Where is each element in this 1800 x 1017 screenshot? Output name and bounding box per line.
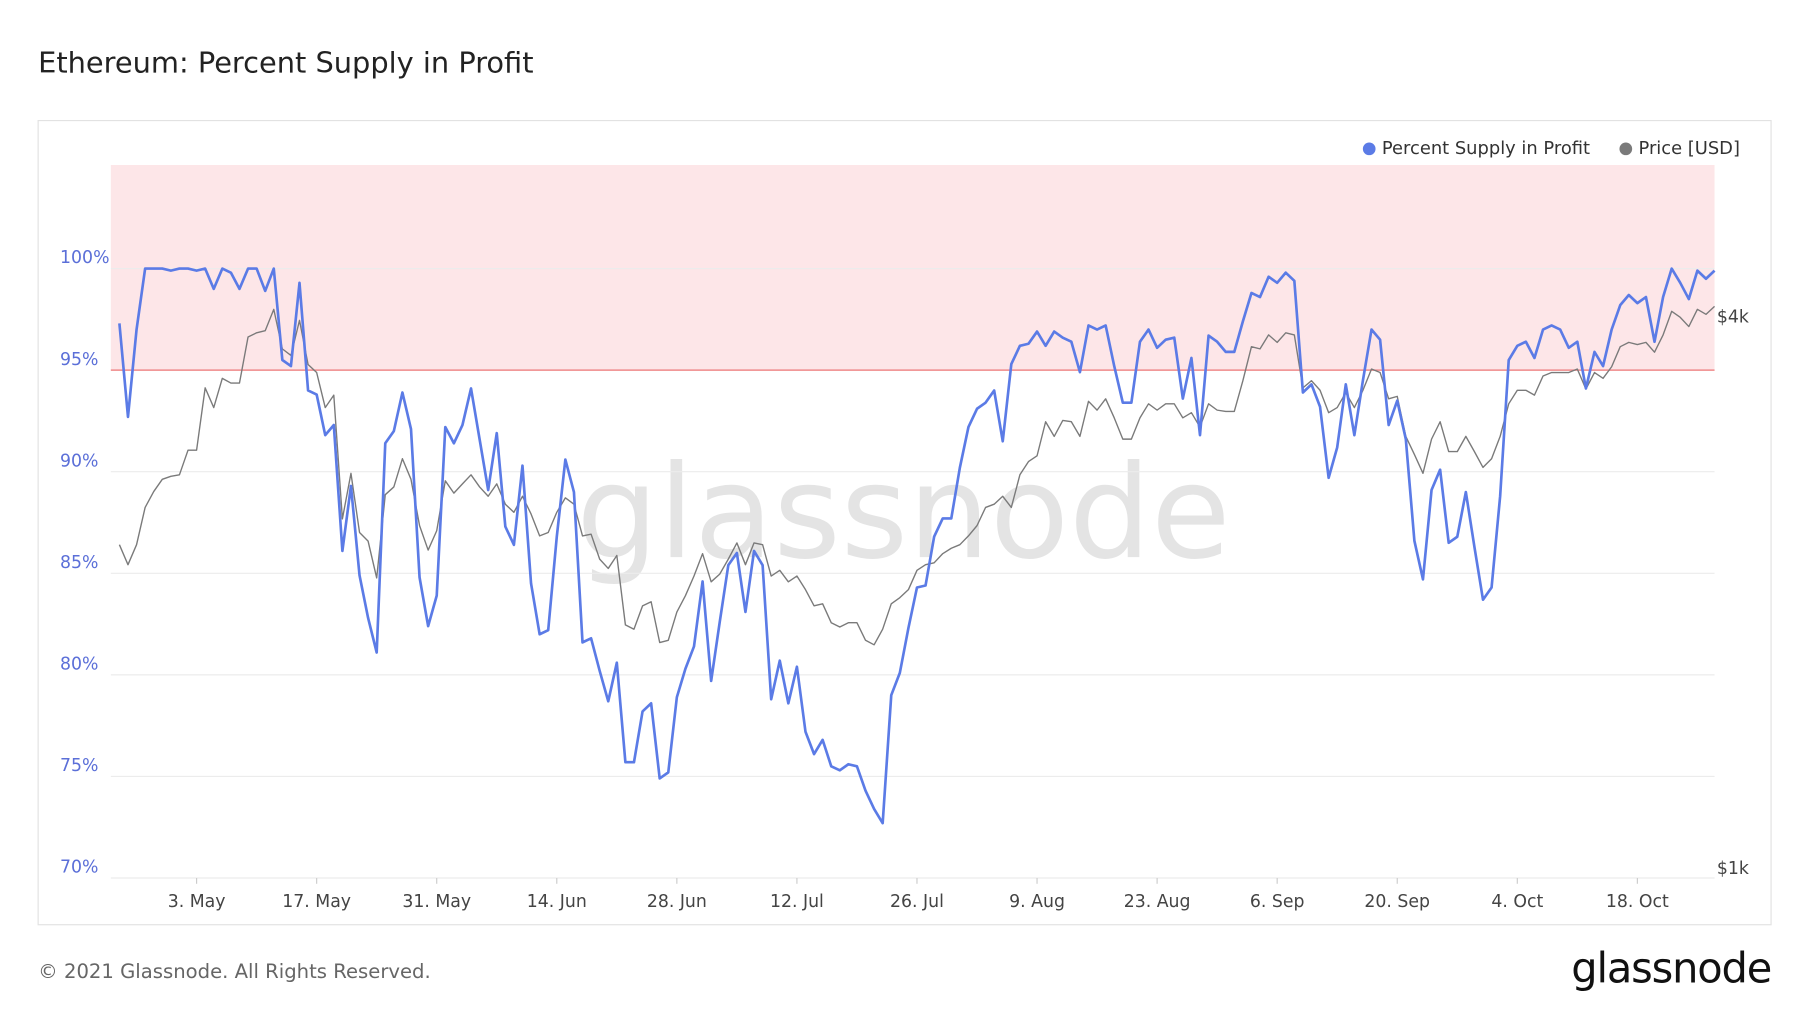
chart-title: Ethereum: Percent Supply in Profit [38,46,533,80]
y-tick-label: 80% [60,654,98,674]
series-line [118,305,1716,646]
y-tick-label: 85% [60,553,98,573]
y2-tick-label: $4k [1717,307,1749,327]
logo: glassnode [1571,943,1771,992]
series-line [118,267,1716,825]
y2-tick-label: $1k [1717,859,1749,879]
y-tick-label: 70% [60,858,98,878]
x-tick-label: 6. Sep [1250,892,1305,912]
y-tick-label: 75% [60,756,98,776]
legend-label: Price [USD] [1638,138,1739,159]
legend-label: Percent Supply in Profit [1382,138,1590,159]
x-tick-label: 31. May [402,892,471,912]
x-tick-label: 26. Jul [890,892,944,912]
x-tick-label: 28. Jun [647,892,707,912]
x-tick-label: 3. May [168,892,226,912]
legend-marker [1619,142,1633,156]
x-tick-label: 20. Sep [1364,892,1430,912]
x-tick-label: 23. Aug [1124,892,1191,912]
x-tick-label: 14. Jun [527,892,587,912]
x-tick-label: 4. Oct [1491,892,1543,912]
x-tick-label: 18. Oct [1606,892,1669,912]
x-tick-label: 12. Jul [770,892,824,912]
y-tick-label: 95% [60,350,98,370]
footer: © 2021 Glassnode. All Rights Reserved. [38,960,431,983]
legend-marker [1362,142,1376,156]
threshold-band [110,164,1715,371]
plot-area: 70% 75% 80% 85% 90% 95% 100% $1k $4k 3. May 17. Ma… [60,138,1749,912]
y-tick-label: 100% [60,248,109,268]
x-tick-label: 9. Aug [1009,892,1065,912]
x-tick-label: 17. May [282,892,351,912]
y-tick-label: 90% [60,451,98,471]
watermark: glassnode [576,438,1230,588]
